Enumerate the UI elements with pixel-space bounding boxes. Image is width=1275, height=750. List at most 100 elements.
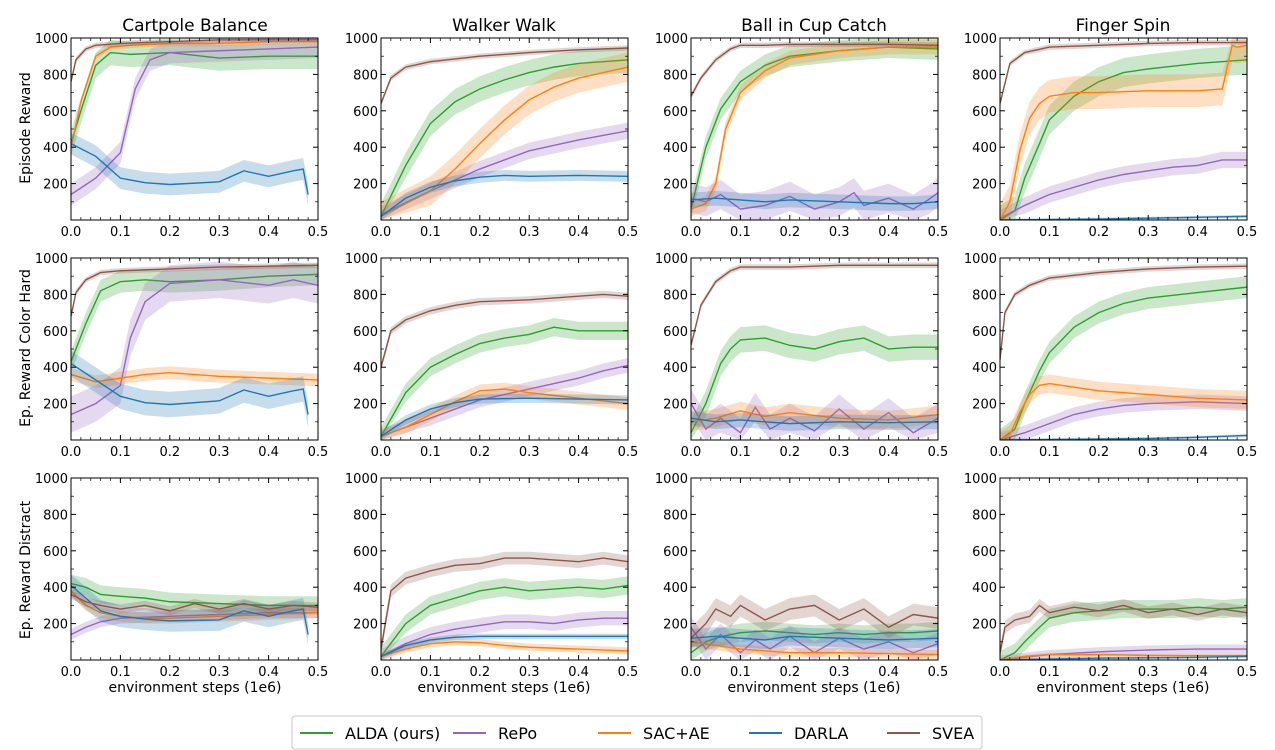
y-tick-label: 400 [663,141,688,156]
band-darla [1000,214,1247,220]
panel-r1-c3: 0.0 0.1 0.2 0.3 0.4 0.5 200 400 600 800 1000 [964,252,1257,460]
y-tick-label: 1000 [345,472,378,487]
x-tick-label: 0.0 [371,445,392,460]
band-alda-ours [691,325,938,440]
line-alda-ours [381,326,628,437]
x-tick-label: 0.3 [1138,445,1159,460]
plot-area [691,594,938,660]
plot-area [381,290,628,440]
x-tick-label: 0.4 [258,665,279,680]
band-repo [691,389,938,440]
panel-r2-c2: 0.0 0.1 0.2 0.3 0.4 0.5 200 400 600 800 1000 [655,472,948,680]
panel-grid: 0.0 0.1 0.2 0.3 0.4 0.5 200 400 600 800 1000 0.0 0.1… [35,32,1257,680]
band-alda-ours [71,39,318,157]
x-tick-label: 0.0 [61,665,82,680]
x-tick-label: 0.0 [990,225,1011,240]
line-svea [71,264,318,317]
line-repo [691,191,938,210]
legend-label: SVEA [932,724,974,743]
line-darla [691,635,938,641]
x-tick-label: 0.3 [519,225,540,240]
band-svea [381,290,628,371]
legend-item-repo: RePo [453,724,537,743]
band-alda-ours [1000,276,1247,440]
x-tick-label: 0.1 [1039,445,1060,460]
x-tick-label: 0.4 [258,445,279,460]
line-sac-ae [381,641,628,658]
x-tick-label: 0.4 [878,665,899,680]
plot-area [1000,598,1247,660]
x-tick-label: 0.5 [1237,225,1258,240]
band-darla [381,393,628,440]
x-tick-label: 0.0 [371,225,392,240]
y-tick-label: 1000 [964,32,997,47]
x-tick-label: 0.2 [779,445,800,460]
line-svea [691,264,938,346]
x-tick-label: 0.2 [159,445,180,460]
line-svea [71,39,318,82]
band-repo [71,38,318,206]
x-tick-label: 0.2 [469,445,490,460]
line-sac-ae [381,66,628,217]
plot-area [381,45,628,220]
row-label-color-hard: Ep. Reward Color Hard [18,269,34,427]
y-tick-label: 200 [972,178,997,193]
col-title-ballcup: Ball in Cup Catch [741,16,887,36]
y-tick-label: 200 [43,398,68,413]
line-darla [1000,655,1247,660]
line-repo [1000,159,1247,219]
band-repo [691,616,938,660]
line-darla [71,142,309,195]
y-tick-label: 1000 [655,252,688,267]
y-tick-label: 600 [972,105,997,120]
line-sac-ae [71,371,318,383]
x-tick-label: 0.5 [928,225,949,240]
x-axis-labels: environment steps (1e6) environment step… [109,680,1210,696]
line-svea [1000,41,1247,104]
y-tick-label: 1000 [964,472,997,487]
x-tick-label: 0.3 [519,665,540,680]
y-tick-label: 400 [663,361,688,376]
band-alda-ours [1000,45,1247,220]
band-sac-ae [1000,38,1247,220]
band-svea [691,41,938,99]
x-tick-label: 0.5 [308,225,329,240]
panel-r2-c1: 0.0 0.1 0.2 0.3 0.4 0.5 200 400 600 800 1000 [345,472,638,680]
x-tick-label: 0.3 [209,225,230,240]
legend-label: SAC+AE [643,724,710,743]
xlabel-col-0: environment steps (1e6) [109,680,282,696]
xlabel-col-3: environment steps (1e6) [1037,680,1210,696]
y-tick-label: 600 [43,105,68,120]
x-tick-label: 0.3 [1138,665,1159,680]
x-tick-label: 0.2 [159,225,180,240]
line-alda-ours [71,273,318,362]
x-tick-label: 0.4 [568,225,589,240]
axes-frame [70,477,319,661]
panel-r0-c0: 0.0 0.1 0.2 0.3 0.4 0.5 200 400 600 800 1000 [35,32,328,240]
col-title-cartpole: Cartpole Balance [122,16,268,36]
band-darla [381,633,628,660]
x-tick-label: 0.4 [258,225,279,240]
x-tick-label: 0.1 [730,225,751,240]
band-darla [691,627,938,650]
y-tick-label: 400 [43,581,68,596]
panel-r0-c3: 0.0 0.1 0.2 0.3 0.4 0.5 200 400 600 800 1000 [964,32,1257,240]
legend-label: ALDA (ours) [345,724,440,743]
plot-area [71,261,318,433]
y-tick-label: 800 [663,68,688,83]
y-tick-label: 200 [972,398,997,413]
line-repo [1000,401,1247,440]
x-tick-label: 0.3 [209,445,230,460]
legend-item-alda-ours: ALDA (ours) [300,724,440,743]
x-tick-label: 0.3 [1138,225,1159,240]
y-tick-label: 800 [43,508,68,523]
line-alda-ours [71,51,318,144]
y-tick-label: 1000 [35,252,68,267]
line-svea [1000,265,1247,360]
y-tick-label: 600 [663,325,688,340]
y-tick-label: 200 [43,178,68,193]
row-label-distract: Ep. Reward Distract [18,500,34,639]
y-tick-label: 800 [663,288,688,303]
xlabel-col-2: environment steps (1e6) [728,680,901,696]
line-sac-ae [1000,44,1247,220]
